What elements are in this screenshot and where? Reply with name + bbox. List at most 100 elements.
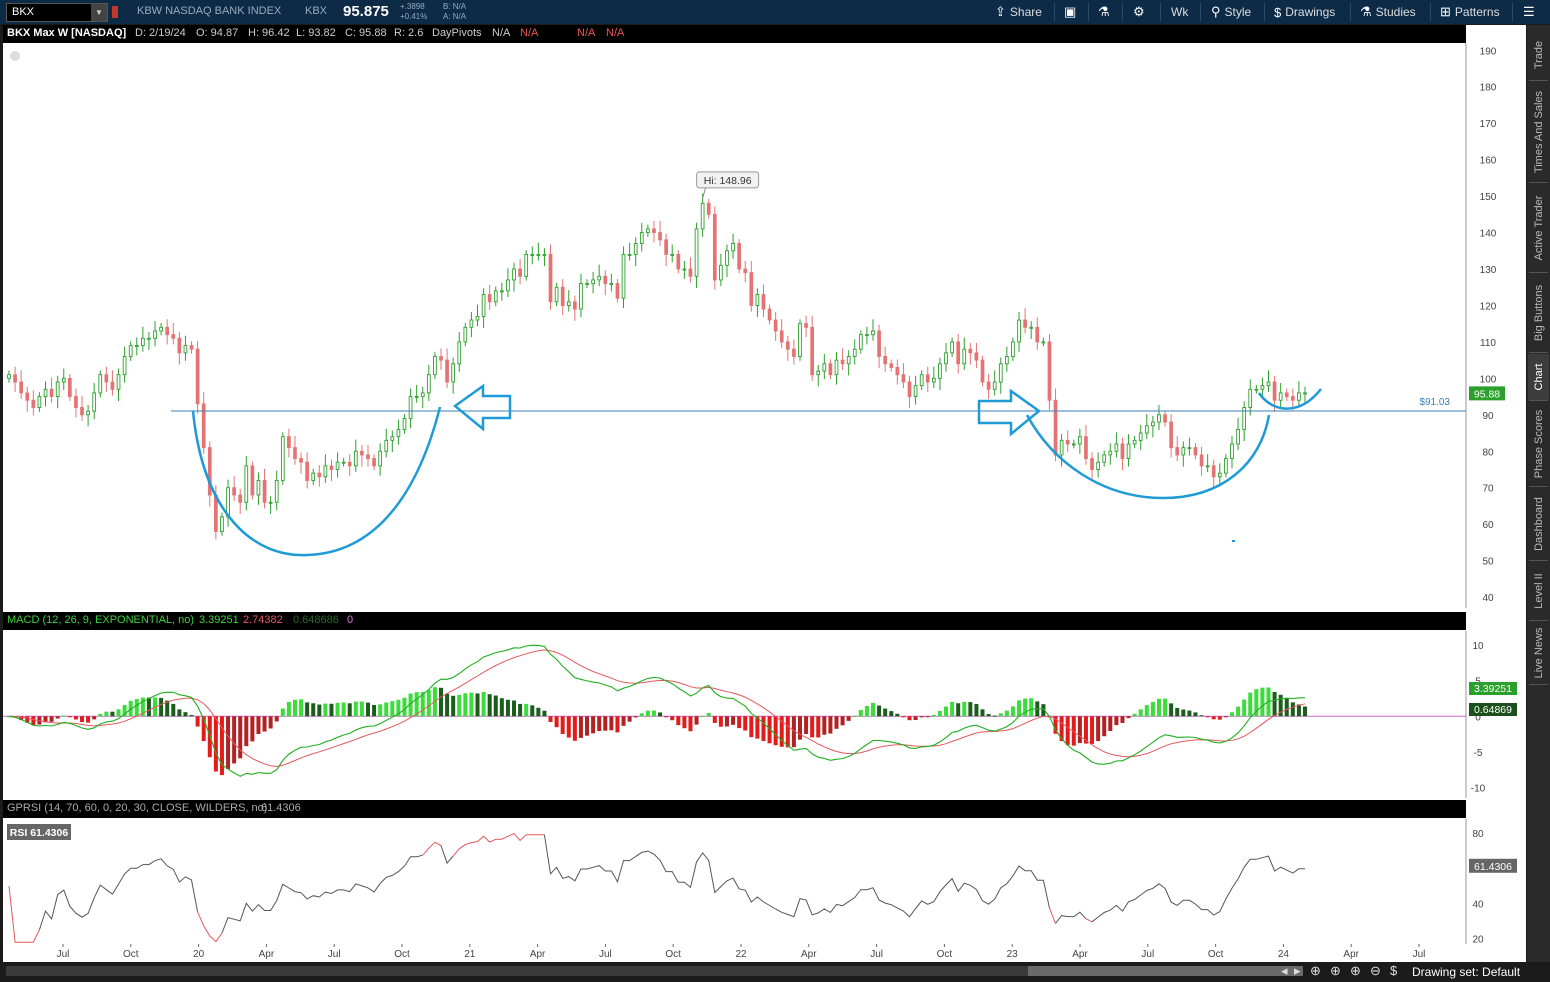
drawings-button[interactable]: $ Drawings xyxy=(1274,4,1336,20)
macd-hist-bar xyxy=(591,716,596,734)
settings-button[interactable]: ⚙ xyxy=(1133,2,1145,22)
macd-hist-bar xyxy=(183,712,188,717)
sidebar-tab-phase-scores[interactable]: Phase Scores xyxy=(1528,402,1549,486)
signal-line xyxy=(8,649,1306,768)
macd-hist-bar xyxy=(1017,700,1022,717)
candle-body xyxy=(865,334,869,337)
time-tick-label: Oct xyxy=(123,949,139,960)
sidebar-tab-active-trader[interactable]: Active Trader xyxy=(1528,184,1549,272)
macd-hist-bar xyxy=(1242,699,1247,717)
pivot-value-1: N/A xyxy=(492,27,511,39)
sidebar-tab-level-ii[interactable]: Level II xyxy=(1528,562,1549,620)
zoom-in-icon[interactable]: ⊕ xyxy=(1330,963,1341,978)
scroll-left-icon[interactable]: ◂ xyxy=(1281,963,1288,978)
candle-body xyxy=(1266,381,1271,387)
candle-body xyxy=(1297,392,1301,401)
share-button[interactable]: ⇪ Share xyxy=(995,4,1042,19)
candle xyxy=(871,319,875,341)
candle xyxy=(840,348,845,370)
time-tick-label: 21 xyxy=(464,949,476,960)
candle-body xyxy=(7,374,11,379)
candle-body xyxy=(43,388,48,398)
candle-body xyxy=(633,243,638,255)
candle xyxy=(499,282,504,301)
candle xyxy=(207,441,212,507)
sidebar-tab-times-and-sales[interactable]: Times And Sales xyxy=(1528,82,1549,182)
macd-hist-bar xyxy=(682,716,687,729)
candle-body xyxy=(646,228,650,233)
candle xyxy=(287,428,291,458)
style-button[interactable]: ⚲ Style xyxy=(1211,4,1252,19)
lab-button[interactable]: ⚗ xyxy=(1098,2,1110,22)
sidebar-tab-chart[interactable]: Chart xyxy=(1528,354,1549,400)
time-tick-label: Oct xyxy=(1208,949,1224,960)
candle xyxy=(360,445,364,467)
layout-button[interactable]: ☰ xyxy=(1523,2,1535,22)
hist-value: 0.648686 xyxy=(293,614,339,626)
candle-body xyxy=(1254,388,1259,391)
candle-body xyxy=(670,253,675,256)
candle xyxy=(1187,437,1192,456)
candle xyxy=(603,270,608,296)
crosshair-icon[interactable]: ⊕ xyxy=(1310,963,1321,978)
candle-body xyxy=(220,516,224,532)
scroll-right-icon[interactable]: ▸ xyxy=(1294,963,1301,978)
grid-icon: ☰ xyxy=(1523,4,1535,19)
candle-body xyxy=(1108,450,1113,456)
candle-body xyxy=(153,330,157,339)
macd-hist-bar xyxy=(487,694,492,717)
candle-body xyxy=(755,294,760,306)
candle xyxy=(682,260,687,279)
macd-hist-bar xyxy=(950,701,955,717)
flag-icon[interactable] xyxy=(112,6,118,18)
candle-body xyxy=(1096,461,1100,470)
candle xyxy=(731,233,735,259)
scroll-thumb[interactable] xyxy=(1028,966,1303,976)
zoom-in-icon[interactable]: ⊕ xyxy=(1350,963,1361,978)
macd-hist-bar xyxy=(822,716,827,735)
macd-hist-bar xyxy=(238,716,243,759)
candle xyxy=(299,452,303,474)
dollar-icon[interactable]: $ xyxy=(1390,963,1398,978)
macd-hist-bar xyxy=(1120,716,1125,723)
candle-body xyxy=(396,428,401,438)
candle xyxy=(1157,404,1161,431)
dollar-icon: $ xyxy=(1274,4,1282,20)
open-value: O: 94.87 xyxy=(196,27,239,39)
candle-body xyxy=(506,279,510,292)
candle-body xyxy=(585,283,589,286)
period-button[interactable]: Wk xyxy=(1171,5,1189,19)
candle-body xyxy=(591,279,595,285)
candle xyxy=(858,330,863,354)
macd-hist-bar xyxy=(1272,691,1277,717)
hist-last-tag xyxy=(1469,703,1517,716)
sidebar-tab-trade[interactable]: Trade xyxy=(1528,30,1549,80)
macd-hist-bar xyxy=(627,716,632,722)
candle xyxy=(232,476,236,502)
time-tick-label: Jul xyxy=(57,949,70,960)
candle xyxy=(579,273,583,318)
zoom-out-icon[interactable]: ⊖ xyxy=(1370,963,1381,978)
macd-hist-bar xyxy=(542,710,547,717)
snapshot-button[interactable]: ▣ xyxy=(1064,2,1076,22)
price-chart[interactable]: 40 50 60 70 80 90 100 110 120 130 140 150 160 170 180 1… xyxy=(3,43,1526,608)
candle xyxy=(122,346,127,383)
candle xyxy=(323,454,328,483)
sidebar-tab-dashboard[interactable]: Dashboard xyxy=(1528,488,1549,560)
horizontal-scrollbar[interactable] xyxy=(6,966,1303,976)
symbol-input[interactable]: BKX ▼ xyxy=(6,3,108,22)
patterns-button[interactable]: ⊞ Patterns xyxy=(1440,4,1500,19)
candle xyxy=(877,324,881,369)
macd-hist-bar xyxy=(104,711,109,717)
candle xyxy=(1138,425,1143,451)
candle-body xyxy=(974,352,979,361)
candle-body xyxy=(165,326,170,336)
sidebar-tab-big-buttons[interactable]: Big Buttons xyxy=(1528,274,1549,352)
rsi-line xyxy=(8,885,40,943)
macd-hist-bar xyxy=(67,716,72,718)
chevron-down-icon[interactable]: ▼ xyxy=(91,4,107,21)
sidebar-tab-live-news[interactable]: Live News xyxy=(1528,622,1549,684)
studies-button[interactable]: ⚗ Studies xyxy=(1360,4,1416,19)
